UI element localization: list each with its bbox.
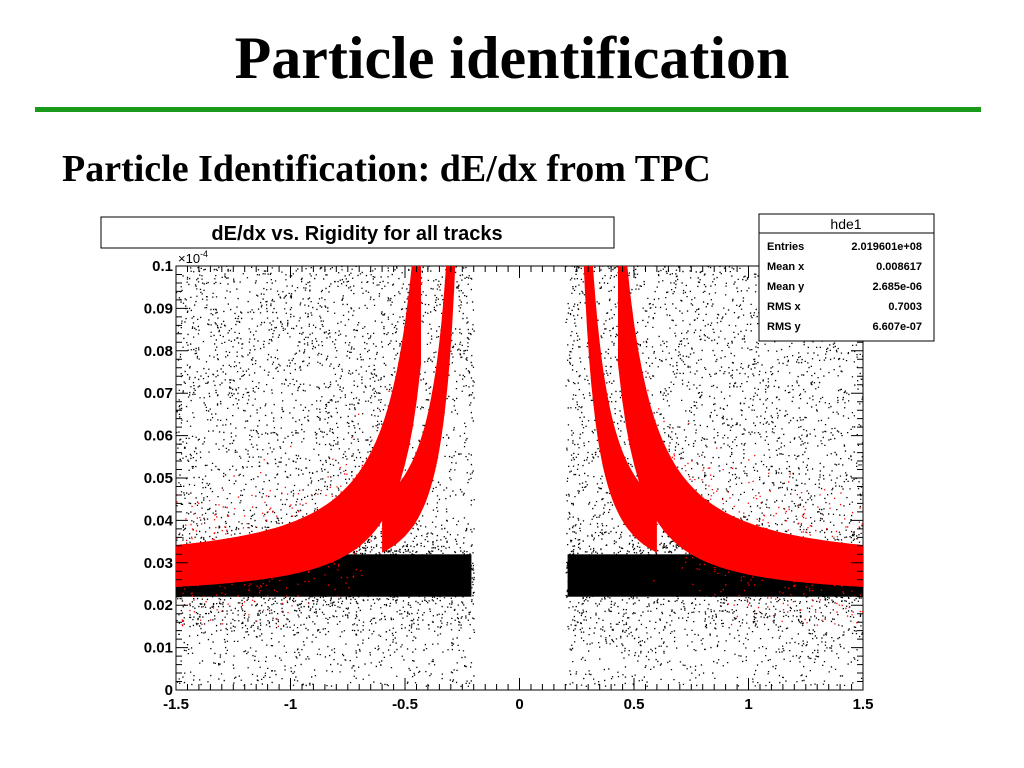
y-tick-label: 0.07	[144, 385, 173, 402]
stats-row-value: 0.7003	[888, 301, 922, 313]
stats-row-label: RMS x	[767, 301, 802, 313]
y-tick-label: 0.02	[144, 597, 173, 614]
y-tick-label: 0.09	[144, 300, 173, 317]
red-band-inner-left	[382, 266, 456, 553]
stats-box: hde1 Entries 2.019601e+08 Mean x 0.008617 Me…	[758, 213, 935, 342]
stats-row-value: 2.685e-06	[872, 281, 922, 293]
chart-title-box	[100, 216, 615, 249]
stats-box-name: hde1	[830, 216, 861, 232]
x-tick-label: 1	[744, 696, 752, 713]
y-tick-label: 0	[165, 682, 173, 699]
red-band-inner-right	[583, 266, 657, 553]
x-tick-label: -0.5	[392, 696, 418, 713]
x-tick-label: -1	[284, 696, 297, 713]
red-band-outer-left	[176, 266, 421, 587]
axis-ticks	[175, 265, 864, 691]
stats-row-label: RMS y	[767, 321, 802, 333]
slide-title: Particle identification	[234, 25, 790, 91]
stats-row-label: Mean x	[767, 261, 805, 273]
stats-row-label: Mean y	[767, 281, 805, 293]
x-tick-label: 0	[515, 696, 523, 713]
y-tick-label: 0.04	[144, 512, 174, 529]
stats-rows: Entries 2.019601e+08 Mean x 0.008617 Mean y 2…	[767, 241, 922, 333]
x-tick-label: -1.5	[163, 696, 189, 713]
x-tick-label: 0.5	[624, 696, 645, 713]
x-axis-tick-labels: -1.5 -1 -0.5 0 0.5 1 1.5	[163, 696, 873, 713]
y-tick-label: 0.03	[144, 555, 173, 572]
y-exponent-label: ×10-4	[178, 249, 208, 266]
slide-subtitle: Particle Identification: dE/dx from TPC	[62, 148, 711, 190]
y-axis-tick-labels: 0 0.01 0.02 0.03 0.04 0.05 0.06 0.07 0.08 0.09 0.1	[144, 258, 174, 699]
stats-row-value: 0.008617	[876, 261, 922, 273]
red-band-outer-right	[618, 266, 863, 587]
scatter-series-identified	[176, 266, 863, 627]
title-divider	[35, 107, 981, 112]
chart-title: dE/dx vs. Rigidity for all tracks	[211, 223, 502, 245]
stats-row-label: Entries	[767, 241, 804, 253]
y-tick-label: 0.01	[144, 640, 173, 657]
y-tick-label: 0.05	[144, 470, 173, 487]
y-tick-label: 0.1	[152, 258, 173, 275]
x-tick-label: 1.5	[853, 696, 874, 713]
stats-row-value: 6.607e-07	[872, 321, 922, 333]
stats-row-value: 2.019601e+08	[851, 241, 922, 253]
y-tick-label: 0.06	[144, 428, 173, 445]
y-tick-label: 0.08	[144, 343, 173, 360]
